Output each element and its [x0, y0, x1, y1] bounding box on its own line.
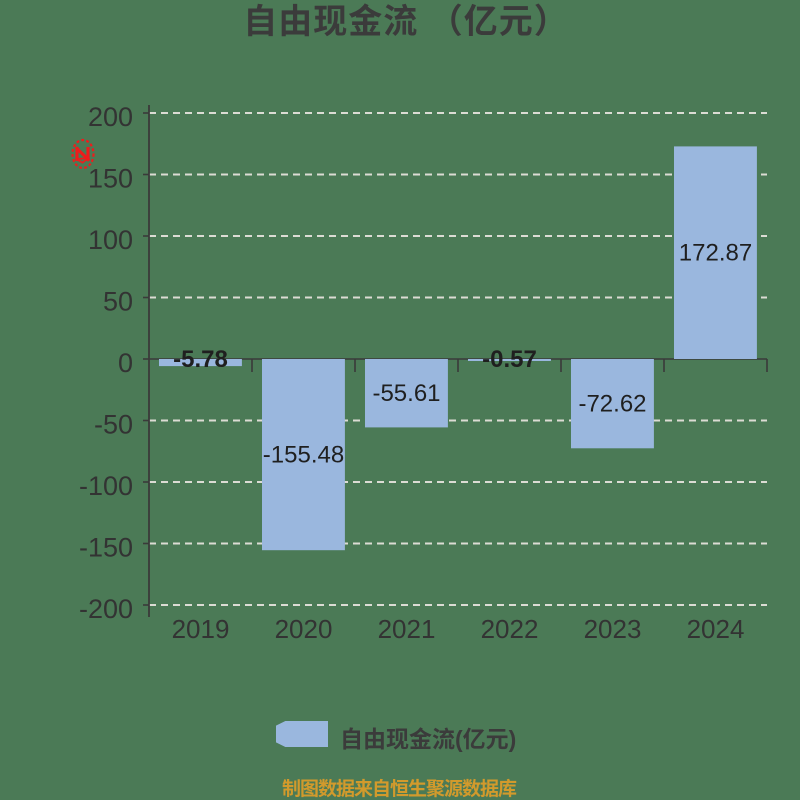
- svg-text:-200: -200: [79, 594, 133, 624]
- svg-text:50: 50: [103, 287, 133, 317]
- svg-text:2020: 2020: [275, 614, 333, 644]
- svg-text:2019: 2019: [172, 614, 230, 644]
- svg-text:100: 100: [88, 225, 133, 255]
- svg-text:-0.57: -0.57: [482, 346, 537, 373]
- svg-text:0: 0: [118, 348, 133, 378]
- svg-text:2021: 2021: [378, 614, 436, 644]
- svg-text:-55.61: -55.61: [372, 380, 440, 407]
- svg-text:-72.62: -72.62: [578, 391, 646, 418]
- svg-text:200: 200: [88, 102, 133, 132]
- svg-text:2023: 2023: [584, 614, 642, 644]
- svg-text:172.87: 172.87: [679, 240, 752, 267]
- svg-text:-5.78: -5.78: [173, 346, 228, 373]
- svg-text:-155.48: -155.48: [263, 442, 344, 469]
- svg-text:2024: 2024: [687, 614, 745, 644]
- svg-text:-50: -50: [94, 410, 133, 440]
- svg-text:2022: 2022: [481, 614, 539, 644]
- svg-text:150: 150: [88, 164, 133, 194]
- svg-text:-100: -100: [79, 471, 133, 501]
- svg-text:-150: -150: [79, 533, 133, 563]
